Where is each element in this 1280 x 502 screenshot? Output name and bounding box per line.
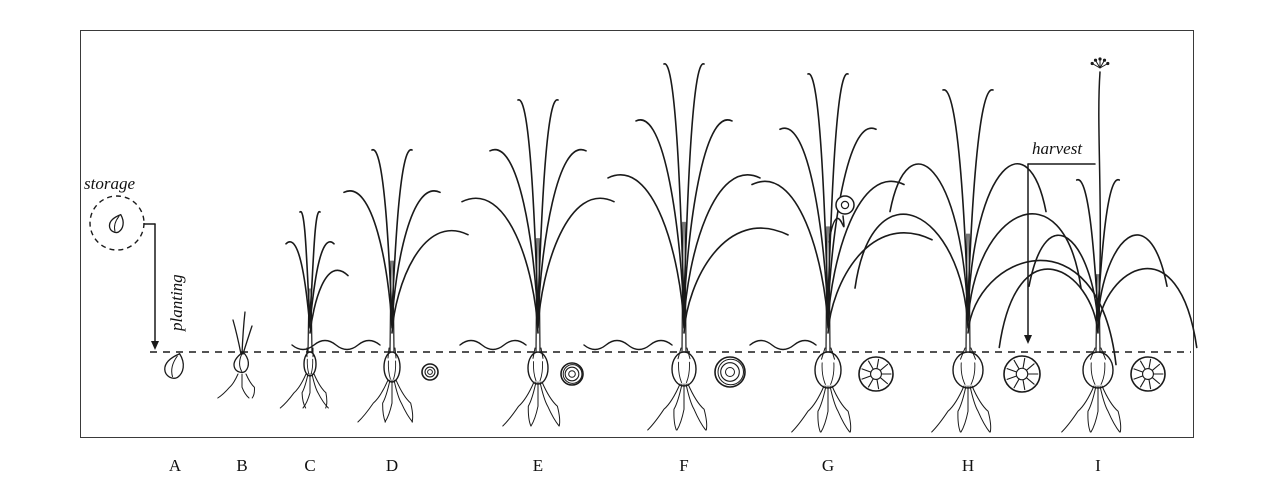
plant-stage-A bbox=[164, 352, 184, 379]
plant-stage-D bbox=[291, 149, 469, 423]
stage-letter-A: A bbox=[168, 456, 182, 475]
stage-letter-D: D bbox=[385, 456, 399, 475]
stage-letter-E: E bbox=[532, 456, 544, 475]
harvest-label: harvest bbox=[1032, 139, 1083, 158]
planting-arrow bbox=[143, 223, 159, 350]
stage-letter-G: G bbox=[821, 456, 835, 475]
plant-stage-B bbox=[217, 311, 255, 399]
planting-label: planting bbox=[167, 274, 186, 331]
diagram-frame bbox=[80, 30, 1194, 438]
plant-stage-H bbox=[854, 89, 1117, 433]
harvest-arrow bbox=[1024, 163, 1096, 344]
stage-letter-C: C bbox=[304, 456, 316, 475]
plant-stage-E bbox=[459, 99, 615, 427]
stage-letter-F: F bbox=[679, 456, 689, 475]
plant-stage-I bbox=[998, 57, 1198, 433]
stage-letter-I: I bbox=[1095, 456, 1101, 475]
stage-letter-B: B bbox=[236, 456, 248, 475]
plant-stage-C bbox=[279, 211, 349, 409]
storage-circle bbox=[89, 195, 145, 251]
plant-stage-G bbox=[749, 73, 933, 433]
stage-letter-H: H bbox=[961, 456, 975, 475]
storage-label: storage bbox=[84, 174, 135, 193]
plant-stage-F bbox=[583, 63, 789, 431]
